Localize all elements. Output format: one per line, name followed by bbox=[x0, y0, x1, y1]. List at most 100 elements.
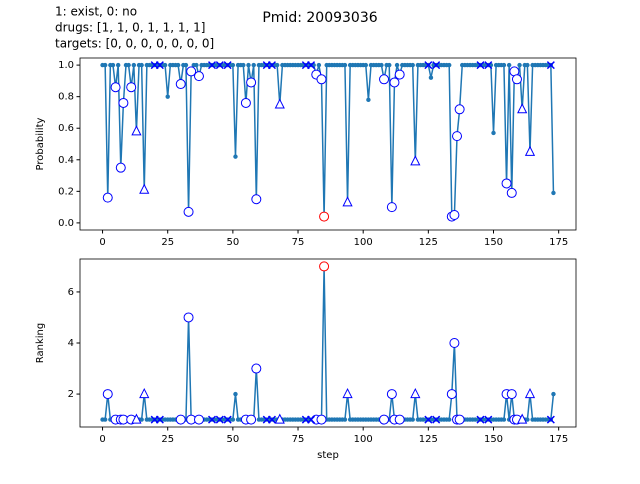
marker-circle bbox=[394, 414, 405, 425]
marker-cross bbox=[476, 61, 485, 70]
point bbox=[139, 417, 144, 422]
plot-frame bbox=[79, 57, 577, 231]
point bbox=[428, 75, 434, 80]
marker-cross bbox=[215, 415, 224, 424]
y-tick-label: 4 bbox=[68, 338, 74, 349]
marker-cross bbox=[476, 415, 485, 424]
point bbox=[394, 62, 400, 68]
marker-circle bbox=[386, 202, 397, 213]
marker-triangle bbox=[139, 387, 150, 399]
marker-circle bbox=[506, 389, 517, 400]
marker-triangle bbox=[131, 125, 142, 136]
marker-circle bbox=[240, 97, 251, 108]
marker-cross bbox=[207, 415, 217, 424]
point bbox=[126, 62, 131, 68]
x-tick-label: 50 bbox=[226, 434, 239, 445]
marker-circle bbox=[175, 414, 186, 425]
marker-circle bbox=[118, 97, 129, 108]
y-tick-label: 0.6 bbox=[58, 123, 74, 134]
x-tick-label: 75 bbox=[292, 237, 305, 248]
y-tick-label: 0.2 bbox=[58, 186, 74, 197]
marker-cross bbox=[424, 61, 433, 70]
marker-cross bbox=[307, 415, 316, 424]
marker-circle bbox=[446, 389, 457, 400]
marker-circle bbox=[319, 261, 330, 272]
point bbox=[233, 154, 238, 159]
marker-circle bbox=[501, 178, 512, 189]
marker-triangle bbox=[524, 387, 536, 399]
marker-circle bbox=[193, 414, 204, 425]
point bbox=[183, 62, 189, 68]
y-tick-label: 0.0 bbox=[58, 218, 74, 229]
x-tick-label: 0 bbox=[99, 237, 105, 248]
marker-circle bbox=[454, 104, 465, 115]
marker-circle bbox=[389, 77, 400, 88]
annotation: targets: [0, 0, 0, 0, 0, 0, 0] bbox=[55, 37, 214, 51]
point bbox=[366, 97, 371, 103]
marker-triangle bbox=[524, 145, 536, 156]
marker-circle bbox=[449, 338, 460, 348]
marker-triangle bbox=[274, 98, 285, 109]
marker-cross bbox=[432, 61, 441, 70]
marker-circle bbox=[186, 66, 197, 77]
marker-triangle bbox=[342, 387, 353, 399]
y-tick-label: 1.0 bbox=[58, 60, 74, 71]
point bbox=[491, 130, 496, 136]
x-axis-label: step bbox=[317, 450, 339, 461]
point bbox=[501, 417, 507, 422]
point bbox=[342, 62, 348, 68]
point bbox=[506, 62, 512, 68]
x-tick-label: 50 bbox=[226, 237, 239, 248]
marker-cross bbox=[223, 415, 232, 424]
point bbox=[194, 62, 199, 68]
marker-circle bbox=[316, 74, 327, 85]
point bbox=[251, 62, 256, 68]
marker-circle bbox=[126, 82, 137, 93]
point bbox=[363, 62, 368, 68]
point bbox=[316, 62, 322, 68]
y-tick-label: 0.8 bbox=[58, 92, 74, 103]
point bbox=[446, 62, 452, 68]
marker-cross bbox=[432, 415, 441, 424]
marker-triangle bbox=[410, 387, 421, 399]
point bbox=[139, 62, 144, 68]
x-tick-label: 150 bbox=[484, 237, 503, 248]
marker-circle bbox=[379, 74, 390, 85]
marker-cross bbox=[484, 415, 493, 424]
y-axis-label: Probability bbox=[35, 117, 46, 170]
y-tick-label: 2 bbox=[68, 389, 74, 400]
marker-triangle bbox=[410, 155, 421, 166]
annotation: 1: exist, 0: no bbox=[55, 5, 137, 19]
point bbox=[246, 62, 251, 68]
x-tick-label: 125 bbox=[419, 434, 438, 445]
point bbox=[131, 62, 137, 68]
point bbox=[410, 417, 415, 422]
x-tick-label: 175 bbox=[549, 237, 568, 248]
marker-cross bbox=[546, 61, 555, 70]
x-tick-label: 100 bbox=[354, 237, 373, 248]
point bbox=[379, 62, 384, 68]
point bbox=[115, 62, 121, 68]
point bbox=[501, 62, 507, 68]
x-tick-label: 25 bbox=[161, 434, 174, 445]
marker-cross bbox=[267, 61, 276, 70]
point bbox=[233, 391, 238, 397]
point bbox=[525, 62, 530, 68]
marker-cross bbox=[484, 61, 493, 70]
point bbox=[241, 62, 246, 68]
marker-circle bbox=[110, 82, 121, 93]
marker-circle bbox=[379, 414, 390, 425]
point bbox=[551, 190, 556, 196]
series-line bbox=[102, 64, 555, 218]
marker-triangle bbox=[274, 413, 285, 424]
marker-cross bbox=[307, 61, 316, 70]
point bbox=[230, 417, 236, 422]
x-tick-label: 125 bbox=[419, 237, 438, 248]
marker-circle bbox=[511, 74, 522, 85]
y-tick-label: 6 bbox=[68, 287, 74, 298]
point bbox=[165, 94, 170, 99]
marker-circle bbox=[452, 131, 463, 142]
marker-circle bbox=[454, 414, 465, 425]
marker-circle bbox=[183, 312, 194, 323]
marker-circle bbox=[246, 77, 257, 88]
